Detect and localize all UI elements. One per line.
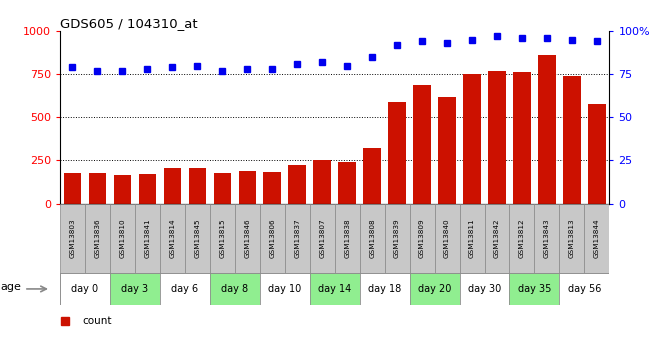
- Text: GSM13839: GSM13839: [394, 218, 400, 258]
- Bar: [559, 273, 609, 305]
- Bar: [260, 273, 310, 305]
- Text: count: count: [82, 316, 111, 326]
- Text: day 18: day 18: [368, 284, 401, 294]
- Text: GSM13807: GSM13807: [319, 218, 325, 258]
- Bar: [464, 74, 481, 204]
- Bar: [285, 204, 310, 273]
- Bar: [360, 273, 410, 305]
- Text: day 3: day 3: [121, 284, 149, 294]
- Bar: [509, 273, 559, 305]
- Bar: [110, 204, 135, 273]
- Bar: [435, 204, 460, 273]
- Bar: [410, 273, 460, 305]
- Text: GDS605 / 104310_at: GDS605 / 104310_at: [60, 17, 198, 30]
- Bar: [513, 72, 531, 204]
- Bar: [214, 172, 231, 204]
- Bar: [388, 102, 406, 204]
- Bar: [238, 171, 256, 204]
- Text: day 14: day 14: [318, 284, 351, 294]
- Text: GSM13842: GSM13842: [494, 218, 500, 258]
- Text: GSM13808: GSM13808: [369, 218, 375, 258]
- Bar: [588, 104, 605, 204]
- Text: GSM13812: GSM13812: [519, 218, 525, 258]
- Text: day 35: day 35: [517, 284, 551, 294]
- Text: GSM13838: GSM13838: [344, 218, 350, 258]
- Bar: [534, 204, 559, 273]
- Bar: [509, 204, 534, 273]
- Text: GSM13810: GSM13810: [119, 218, 125, 258]
- Bar: [210, 204, 235, 273]
- Bar: [60, 204, 85, 273]
- Bar: [260, 204, 285, 273]
- Text: GSM13813: GSM13813: [569, 218, 575, 258]
- Bar: [360, 204, 385, 273]
- Bar: [139, 174, 156, 204]
- Bar: [234, 204, 260, 273]
- Bar: [288, 165, 306, 204]
- Text: day 6: day 6: [171, 284, 198, 294]
- Text: GSM13836: GSM13836: [95, 218, 101, 258]
- Bar: [89, 172, 106, 204]
- Bar: [160, 204, 184, 273]
- Bar: [135, 204, 160, 273]
- Text: day 56: day 56: [567, 284, 601, 294]
- Text: GSM13846: GSM13846: [244, 218, 250, 258]
- Text: GSM13809: GSM13809: [419, 218, 425, 258]
- Bar: [184, 204, 210, 273]
- Bar: [559, 204, 585, 273]
- Text: GSM13815: GSM13815: [219, 218, 225, 258]
- Bar: [160, 273, 210, 305]
- Bar: [338, 162, 356, 204]
- Text: GSM13843: GSM13843: [544, 218, 550, 258]
- Bar: [110, 273, 160, 305]
- Bar: [410, 204, 435, 273]
- Text: GSM13840: GSM13840: [444, 218, 450, 258]
- Bar: [114, 175, 131, 204]
- Bar: [188, 168, 206, 204]
- Bar: [60, 273, 110, 305]
- Bar: [64, 173, 81, 204]
- Bar: [264, 172, 281, 204]
- Text: day 0: day 0: [71, 284, 99, 294]
- Bar: [210, 273, 260, 305]
- Bar: [563, 76, 581, 204]
- Bar: [310, 273, 360, 305]
- Bar: [488, 71, 505, 204]
- Text: age: age: [0, 282, 21, 292]
- Text: GSM13845: GSM13845: [194, 218, 200, 258]
- Bar: [314, 160, 331, 204]
- Text: GSM13806: GSM13806: [269, 218, 275, 258]
- Bar: [438, 97, 456, 204]
- Bar: [414, 85, 431, 204]
- Text: GSM13803: GSM13803: [69, 218, 75, 258]
- Bar: [585, 204, 609, 273]
- Text: GSM13844: GSM13844: [594, 218, 600, 258]
- Text: day 20: day 20: [418, 284, 452, 294]
- Bar: [460, 204, 485, 273]
- Text: GSM13841: GSM13841: [145, 218, 151, 258]
- Text: day 10: day 10: [268, 284, 301, 294]
- Bar: [310, 204, 335, 273]
- Bar: [485, 204, 509, 273]
- Text: day 30: day 30: [468, 284, 501, 294]
- Text: GSM13811: GSM13811: [469, 218, 475, 258]
- Bar: [538, 55, 555, 204]
- Text: day 8: day 8: [221, 284, 248, 294]
- Bar: [385, 204, 410, 273]
- Bar: [164, 168, 181, 204]
- Bar: [364, 148, 381, 204]
- Bar: [460, 273, 509, 305]
- Bar: [335, 204, 360, 273]
- Text: GSM13814: GSM13814: [169, 218, 175, 258]
- Bar: [85, 204, 110, 273]
- Text: GSM13837: GSM13837: [294, 218, 300, 258]
